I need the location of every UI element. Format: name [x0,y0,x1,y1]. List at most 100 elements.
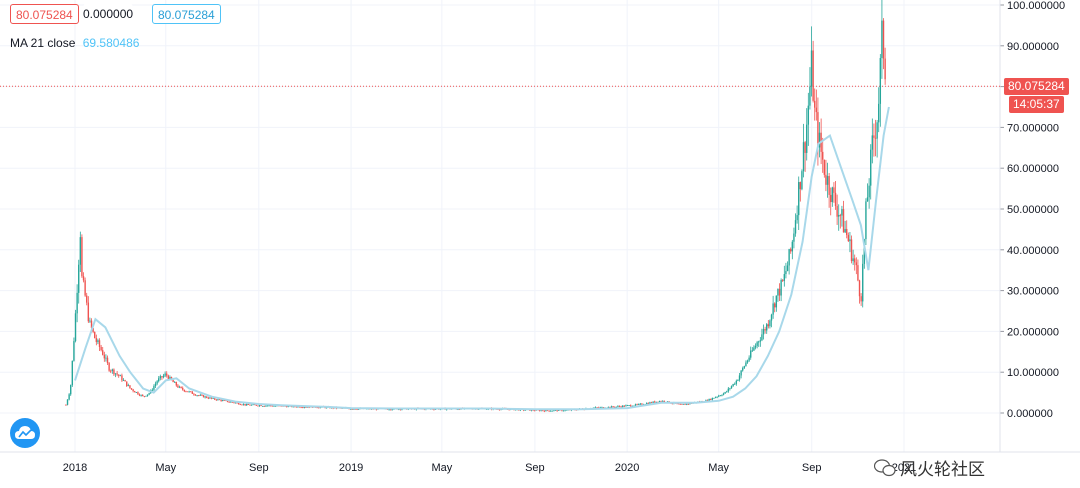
candle-body [660,401,662,402]
candle-body [825,174,827,185]
candle-body [626,405,629,407]
candle-body [162,375,165,378]
candle-body [676,403,678,405]
candle-body [630,405,632,407]
candle-body [822,151,824,160]
candle-body [210,397,213,399]
y-tick-label: 40.000000 [1007,245,1059,257]
candle-body [169,377,171,380]
candle-body [834,192,837,207]
candle-body [114,373,117,375]
candle-body [255,404,258,406]
candle-body [681,403,683,405]
candle-body [641,403,643,405]
candle-body [217,399,219,401]
candle-body [612,406,614,408]
candle-body [855,262,858,266]
candle-body [706,400,709,402]
candle-body [841,209,843,216]
candle-body [212,398,214,399]
candle-body [609,406,611,408]
candle-body [543,410,546,412]
candle-body [842,209,845,233]
candle-body [711,398,714,400]
candle-body [178,386,181,388]
candle-body [303,407,306,408]
candle-body [882,20,885,59]
candle-body [836,206,838,217]
candle-body [620,406,622,408]
candle-body [551,410,554,412]
candle-body [871,135,874,150]
candle-body [652,401,654,403]
candle-body [534,410,536,412]
candle-body [260,405,262,407]
candle-body [79,237,82,265]
candle-body [295,406,298,408]
candle-body [828,176,830,195]
candle-body [161,376,163,378]
candle-body [807,105,810,125]
candle-body [65,404,67,406]
candle-body [71,360,74,386]
candle-body [137,392,139,395]
y-tick-label: 0.000000 [1007,408,1053,420]
candle-body [847,235,850,242]
candle-body [242,404,245,405]
candle-body [761,334,763,341]
candle-body [753,347,755,351]
candle-body [650,402,653,404]
candle-body [655,401,658,403]
candle-body [826,176,829,185]
candle-body [831,187,834,203]
candle-body [817,112,819,148]
candle-body [354,408,357,410]
candle-body [793,233,795,242]
candle-body [102,350,104,355]
y-axis: 100.00000090.00000080.00000070.00000060.… [1000,0,1065,420]
candle-body [852,258,854,262]
y-tick-label: 60.000000 [1007,163,1059,175]
candle-body [798,182,800,216]
candle-body [801,171,803,190]
candle-body [870,149,872,186]
candle-body [812,50,814,101]
candle-body [791,241,794,252]
candle-body [636,404,638,406]
candle-body [134,391,136,393]
change-value: 0.000000 [83,4,134,24]
candle-body [874,137,877,139]
candle-body [274,405,277,407]
candle-body [762,329,765,335]
candle-body [802,142,805,172]
candle-body [658,401,661,403]
candle-body [615,406,618,408]
x-tick-label: 2019 [339,462,363,474]
candle-body [308,406,310,408]
ma-legend[interactable]: MA 21 close 69.580486 [10,36,139,50]
candle-body [265,405,267,407]
candle-body [166,373,168,376]
candle-body [190,391,192,393]
candle-body [286,406,288,408]
candle-body [185,391,187,393]
candle-body [145,395,147,397]
x-tick-label: May [155,462,176,474]
candle-body [770,314,773,321]
candle-body [236,402,238,404]
candle-body [596,407,598,409]
y-tick-label: 100.000000 [1007,0,1065,12]
x-tick-label: Sep [802,462,822,474]
candle-body [113,369,115,375]
candle-body [844,228,846,233]
ma-value: 69.580486 [82,36,140,50]
candle-body [553,410,555,411]
candle-body [124,380,126,382]
candle-body [780,280,782,296]
candle-body [884,58,886,80]
candle-body [618,406,621,407]
tradingview-cloud-icon[interactable] [10,418,40,448]
candle-body [727,388,730,392]
candle-body [318,407,320,409]
